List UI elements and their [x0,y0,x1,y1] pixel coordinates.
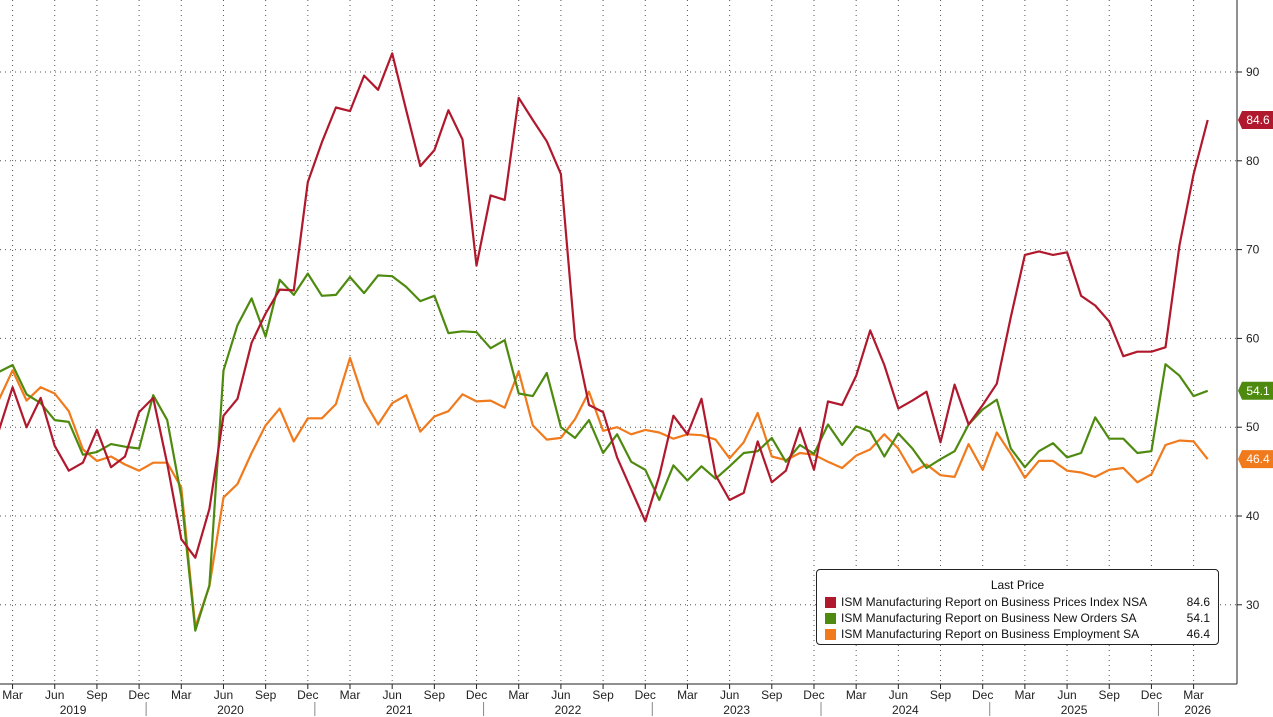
x-tick-label: Dec [297,688,318,702]
x-tick-label: Sep [424,688,446,702]
year-label: 2021 [386,703,413,717]
x-tick-label: Sep [255,688,277,702]
x-tick-label: Mar [508,688,529,702]
last-price-tag-bg [1238,381,1273,400]
legend-value-new-orders: 54.1 [1186,611,1210,625]
x-tick-label: Mar [1015,688,1036,702]
year-label: 2023 [723,703,750,717]
x-tick-label: Sep [761,688,783,702]
y-tick-label: 80 [1246,154,1260,168]
x-tick-label: Dec [128,688,149,702]
year-label: 2020 [217,703,244,717]
x-tick-label: Mar [2,688,23,702]
x-tick-label: Mar [677,688,698,702]
series-line-0 [0,52,1209,559]
x-tick-label: Dec [635,688,656,702]
x-tick-label: Jun [214,688,233,702]
y-tick-label: 40 [1246,509,1260,523]
year-label: 2025 [1061,703,1088,717]
legend-title: Last Price [990,578,1045,592]
x-tick-label: Sep [86,688,108,702]
legend-entry-new-orders: ISM Manufacturing Report on Business New… [817,610,1218,626]
last-price-tag-label: 54.1 [1246,384,1270,398]
last-price-tag-label: 46.4 [1246,452,1270,466]
x-tick-label: Mar [340,688,361,702]
x-tick-label: Dec [803,688,824,702]
y-tick-label: 50 [1246,420,1260,434]
year-label: 2019 [60,703,87,717]
year-label: 2022 [555,703,582,717]
x-tick-label: Dec [1141,688,1162,702]
legend-label-prices: ISM Manufacturing Report on Business Pri… [841,595,1148,609]
x-tick-label: Dec [466,688,487,702]
last-price-tag-bg [1238,450,1273,469]
y-tick-label: 90 [1246,65,1260,79]
x-tick-label: Jun [720,688,739,702]
x-tick-label: Mar [846,688,867,702]
series-lines [0,52,1209,632]
y-tick-label: 30 [1246,598,1260,612]
series-line-1 [0,272,1209,632]
x-tick-label: Jun [889,688,908,702]
x-tick-label: Dec [972,688,993,702]
last-price-tag-2: 46.4 [1238,450,1273,469]
legend-swatch-new-orders [825,612,836,624]
last-price-tag-label: 84.6 [1246,113,1270,127]
legend-value-employment: 46.4 [1186,627,1210,641]
year-label: 2024 [892,703,919,717]
x-tick-label: Jun [551,688,570,702]
legend-label-employment: ISM Manufacturing Report on Business Emp… [841,627,1140,641]
legend-entry-prices: ISM Manufacturing Report on Business Pri… [817,594,1218,610]
x-tick-label: Sep [930,688,952,702]
year-label: 2026 [1184,703,1211,717]
x-tick-label: Jun [383,688,402,702]
last-price-tags: 84.6 54.1 46.4 [1238,110,1273,469]
x-tick-label: Sep [1099,688,1121,702]
x-tick-label: Jun [1057,688,1076,702]
x-axis-ticks: Mar Jun Sep Dec Mar Jun Sep Dec Mar Jun Sep Dec Mar J… [2,684,1211,717]
legend-swatch-prices [825,596,836,608]
x-tick-label: Sep [592,688,614,702]
x-tick-label: Mar [1183,688,1204,702]
legend: Last Price ISM Manufacturing Report on B… [816,569,1219,645]
y-tick-label: 60 [1246,331,1260,345]
legend-value-prices: 84.6 [1186,595,1210,609]
x-tick-label: Jun [45,688,64,702]
last-price-tag-1: 54.1 [1238,381,1273,400]
legend-swatch-employment [825,628,836,640]
x-tick-label: Mar [171,688,192,702]
legend-label-new-orders: ISM Manufacturing Report on Business New… [841,611,1137,625]
legend-entry-employment: ISM Manufacturing Report on Business Emp… [817,626,1218,642]
last-price-tag-bg [1238,110,1273,129]
axes [0,0,1238,685]
y-tick-label: 70 [1246,243,1260,257]
y-axis-ticks: 30 40 50 60 70 80 90 [1237,65,1260,612]
last-price-tag-0: 84.6 [1238,110,1273,129]
